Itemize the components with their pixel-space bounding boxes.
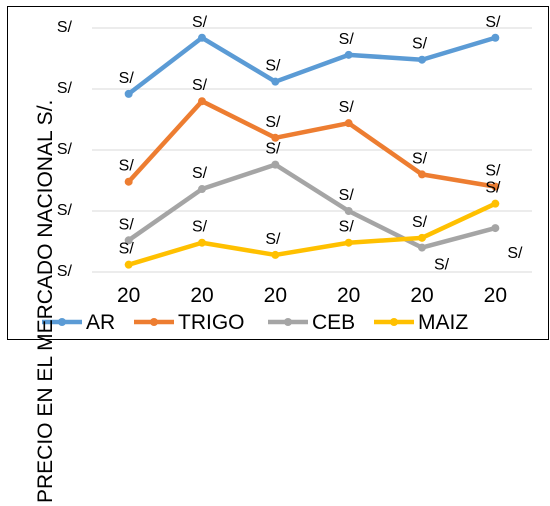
x-tick-label: 20 (264, 284, 287, 307)
data-label: S/ (339, 219, 355, 236)
legend-marker (390, 318, 398, 326)
series-line-trigo (126, 98, 498, 189)
data-point (491, 33, 500, 42)
series-line-ar (126, 35, 498, 97)
data-point (271, 250, 280, 259)
data-label: S/ (192, 14, 208, 31)
data-label: S/ (192, 219, 208, 236)
data-point (344, 207, 353, 215)
data-label: S/ (265, 114, 281, 131)
data-point (491, 224, 500, 233)
data-label: S/ (485, 163, 501, 180)
data-point (491, 199, 500, 208)
data-point (344, 50, 353, 59)
data-point (198, 97, 206, 106)
data-label: S/ (434, 257, 450, 274)
legend-label: MAIZ (418, 311, 468, 334)
data-point (198, 33, 206, 42)
data-label: S/ (119, 216, 135, 233)
legend-item-ar: AR (42, 311, 115, 334)
data-label: S/ (339, 187, 355, 204)
legend-item-maiz: MAIZ (374, 311, 468, 334)
data-point (124, 89, 133, 98)
y-axis-tick-labels: S/S/S/S/S/ (57, 19, 73, 280)
data-point (198, 185, 206, 194)
legend-label: TRIGO (178, 311, 245, 334)
y-tick-label: S/ (57, 141, 73, 158)
data-label: S/ (119, 158, 135, 175)
series-lines (124, 33, 500, 269)
data-label: S/ (339, 99, 355, 116)
data-labels: S/S/S/S/S/S/S/S/S/S/S/S/S/S/S/S/S/S/S/S/… (119, 14, 523, 274)
y-tick-label: S/ (57, 202, 73, 219)
legend-marker (58, 318, 66, 326)
y-tick-label: S/ (57, 19, 73, 36)
gridlines (92, 27, 532, 273)
data-point (198, 238, 206, 247)
x-tick-label: 20 (190, 284, 213, 307)
data-label: S/ (265, 58, 281, 75)
data-point (491, 182, 500, 191)
data-point (418, 233, 426, 242)
data-label: S/ (412, 214, 428, 231)
y-axis-title: PRECIO EN EL MERCADO NACIONAL S/. (34, 100, 57, 503)
data-label: S/ (485, 14, 501, 31)
data-point (124, 260, 133, 269)
data-label: S/ (412, 150, 428, 167)
legend-marker (150, 318, 158, 326)
data-label: S/ (192, 165, 208, 182)
legend-item-trigo: TRIGO (134, 311, 245, 334)
legend: AR TRIGO CEB MAIZ (42, 311, 468, 334)
legend-label: CEB (312, 311, 355, 334)
data-point (344, 119, 353, 128)
x-tick-label: 20 (484, 284, 507, 307)
data-label: S/ (119, 241, 135, 258)
data-point (418, 55, 426, 64)
data-label: S/ (265, 231, 281, 248)
data-point (271, 77, 280, 86)
data-label: S/ (339, 31, 355, 48)
legend-label: AR (86, 311, 115, 334)
x-tick-label: 20 (117, 284, 140, 307)
series-line-maiz (126, 201, 498, 267)
series-line-ceb (126, 162, 498, 250)
x-tick-label: 20 (337, 284, 360, 307)
x-tick-label: 20 (410, 284, 433, 307)
legend-marker (284, 318, 292, 326)
chart-border (7, 6, 549, 340)
x-axis-tick-labels: 20 20 20 20 20 20 (117, 284, 507, 307)
data-point (124, 236, 133, 245)
data-point (344, 238, 353, 247)
data-label: S/ (412, 36, 428, 53)
data-point (418, 170, 426, 179)
data-point (418, 243, 426, 252)
y-tick-label: S/ (57, 80, 73, 97)
data-point (124, 177, 133, 186)
data-label: S/ (507, 245, 523, 262)
y-tick-label: S/ (57, 263, 73, 280)
legend-item-ceb: CEB (268, 311, 355, 334)
data-point (271, 133, 280, 142)
data-point (271, 160, 280, 169)
data-label: S/ (192, 77, 208, 94)
data-label: S/ (485, 180, 501, 197)
data-label: S/ (265, 141, 281, 158)
data-label: S/ (119, 70, 135, 87)
